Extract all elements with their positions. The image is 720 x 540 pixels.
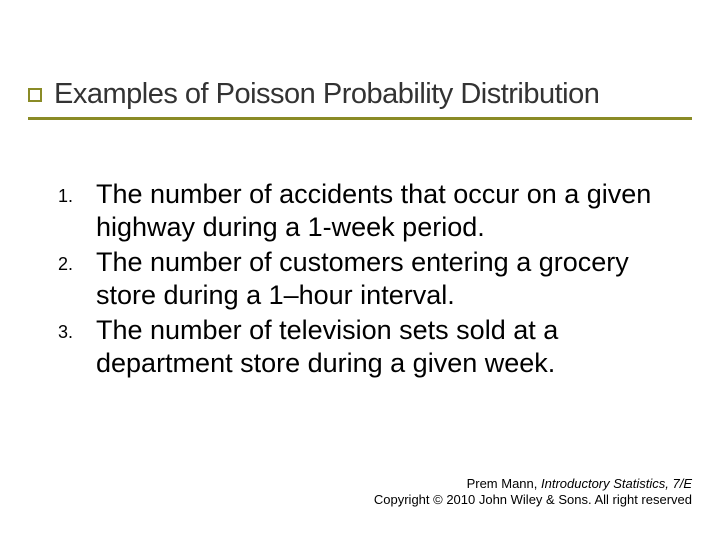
footer-book-title: Introductory Statistics, 7/E [541,476,692,491]
footer-line-2: Copyright © 2010 John Wiley & Sons. All … [374,492,692,508]
title-block: Examples of Poisson Probability Distribu… [28,78,692,120]
list-text: The number of accidents that occur on a … [96,178,680,244]
list-item: 3. The number of television sets sold at… [58,314,680,380]
list-number: 2. [58,246,96,275]
title-row: Examples of Poisson Probability Distribu… [28,78,692,111]
list-item: 1. The number of accidents that occur on… [58,178,680,244]
body-list: 1. The number of accidents that occur on… [58,178,680,382]
footer: Prem Mann, Introductory Statistics, 7/E … [374,476,692,509]
slide: Examples of Poisson Probability Distribu… [0,0,720,540]
title-underline [28,117,692,120]
list-number: 3. [58,314,96,343]
footer-author: Prem Mann, [467,476,541,491]
slide-title: Examples of Poisson Probability Distribu… [54,78,599,111]
list-text: The number of television sets sold at a … [96,314,680,380]
list-text: The number of customers entering a groce… [96,246,680,312]
footer-line-1: Prem Mann, Introductory Statistics, 7/E [374,476,692,492]
list-item: 2. The number of customers entering a gr… [58,246,680,312]
square-bullet-icon [28,88,42,102]
list-number: 1. [58,178,96,207]
